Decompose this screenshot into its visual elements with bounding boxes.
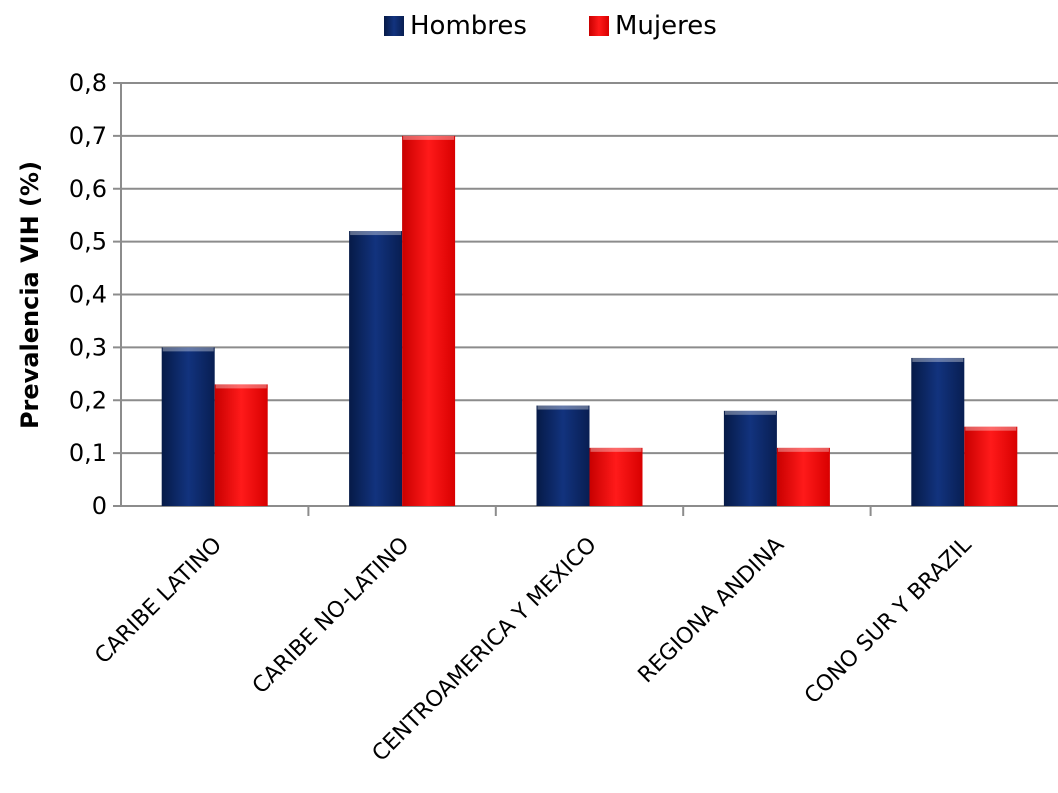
y-axis-title: Prevalencia VIH (%) xyxy=(16,161,44,429)
bar-mujeres xyxy=(776,447,830,506)
gridlines xyxy=(121,82,1058,455)
y-tick-label: 0,2 xyxy=(69,386,107,414)
legend: Hombres Mujeres xyxy=(384,11,717,41)
bars xyxy=(161,135,1018,507)
bar-hombres xyxy=(911,357,965,506)
legend-label: Hombres xyxy=(410,11,527,41)
bar-hombres xyxy=(349,231,403,507)
y-tick-label: 0,1 xyxy=(69,439,107,467)
bar-mujeres xyxy=(964,426,1018,506)
y-tick-label: 0,5 xyxy=(69,228,107,256)
y-tick-label: 0,6 xyxy=(69,175,107,203)
bar-highlight xyxy=(350,231,402,236)
bar-highlight xyxy=(590,447,642,452)
bar-highlight xyxy=(162,347,214,352)
x-tick-label: CENTROAMERICA Y MEXICO xyxy=(368,533,602,767)
bar-mujeres xyxy=(214,384,268,506)
bar-hombres xyxy=(723,410,777,506)
legend-swatch-hombres xyxy=(384,16,404,36)
y-tick-label: 0,7 xyxy=(69,122,107,150)
y-tick-label: 0 xyxy=(92,492,107,520)
y-tick-label: 0,8 xyxy=(69,69,107,97)
bar-highlight xyxy=(912,357,964,362)
y-tick-label: 0,3 xyxy=(69,333,107,361)
y-tick-label: 0,4 xyxy=(69,281,107,309)
x-tick-label: CARIBE LATINO xyxy=(90,533,226,669)
bar-highlight xyxy=(537,405,589,410)
legend-label: Mujeres xyxy=(615,11,717,41)
x-tick-label: REGIONA ANDINA xyxy=(634,533,790,689)
bar-highlight xyxy=(215,384,267,389)
bar-hombres xyxy=(161,347,215,506)
bar-highlight xyxy=(965,426,1017,431)
x-tick-label: CONO SUR Y BRAZIL xyxy=(800,532,977,709)
x-tick-label: CARIBE NO-LATINO xyxy=(248,533,414,699)
bar-highlight xyxy=(777,447,829,452)
bar-mujeres xyxy=(589,447,643,506)
bar-highlight xyxy=(724,410,776,415)
bar-highlight xyxy=(403,135,455,140)
bar-hombres xyxy=(536,405,590,506)
legend-swatch-mujeres xyxy=(589,16,609,36)
bar-mujeres xyxy=(402,135,456,506)
